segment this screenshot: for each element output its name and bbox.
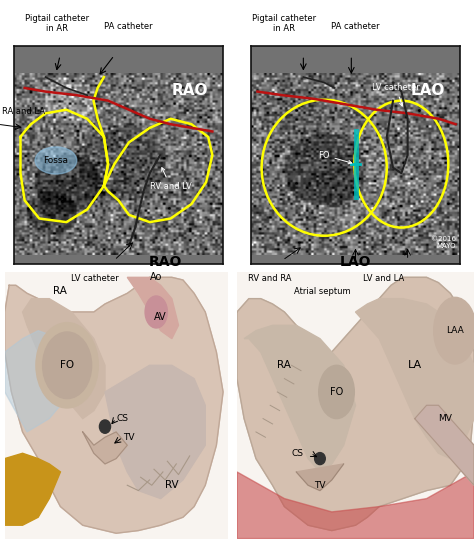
Polygon shape [356,299,474,459]
Polygon shape [5,453,60,526]
Text: FO: FO [318,151,352,164]
Text: LV catheter: LV catheter [372,83,420,106]
Polygon shape [5,331,82,432]
Text: FO: FO [60,360,74,370]
Text: PA catheter: PA catheter [331,22,380,31]
Polygon shape [127,277,179,338]
Text: RV and RA: RV and RA [248,274,292,283]
Text: MV: MV [438,414,453,423]
Polygon shape [23,299,105,419]
Text: LAO: LAO [340,255,371,269]
Text: LAA: LAA [446,326,464,335]
Polygon shape [244,325,356,472]
Ellipse shape [36,323,98,408]
Text: AV: AV [155,312,167,322]
Polygon shape [415,405,474,485]
Polygon shape [237,472,474,539]
Text: LAO: LAO [411,83,445,97]
Text: LA: LA [408,360,422,370]
Text: RA: RA [277,360,292,370]
Ellipse shape [315,453,325,465]
Text: TV: TV [314,481,326,490]
Text: CS: CS [116,414,128,423]
Polygon shape [296,464,344,491]
Text: RV and LV: RV and LV [150,168,191,191]
Ellipse shape [35,147,77,174]
Polygon shape [5,277,223,533]
Polygon shape [105,366,205,498]
Text: RA: RA [54,286,67,295]
Ellipse shape [100,420,110,433]
Text: FO: FO [330,387,343,397]
Ellipse shape [43,332,91,399]
Text: RAO: RAO [149,255,182,269]
Ellipse shape [434,298,474,364]
Text: RA and LA: RA and LA [2,107,46,116]
Polygon shape [82,432,127,464]
Text: RV: RV [165,480,179,490]
Polygon shape [237,277,474,530]
Text: LV and LA: LV and LA [363,274,405,283]
Text: Pigtail catheter
in AR: Pigtail catheter in AR [25,14,89,33]
Text: Ao: Ao [150,273,163,282]
Ellipse shape [145,296,167,328]
Ellipse shape [319,366,354,419]
Text: LV catheter: LV catheter [71,274,118,283]
Text: RAO: RAO [172,83,208,97]
Text: PA catheter: PA catheter [104,22,152,31]
Text: CS: CS [292,449,303,458]
Text: Fossa: Fossa [44,156,68,165]
Text: Atrial septum: Atrial septum [294,287,351,296]
Text: TV: TV [123,433,134,442]
Text: Pigtail catheter
in AR: Pigtail catheter in AR [252,14,317,33]
Text: ©2016
MAYO: ©2016 MAYO [430,236,456,249]
